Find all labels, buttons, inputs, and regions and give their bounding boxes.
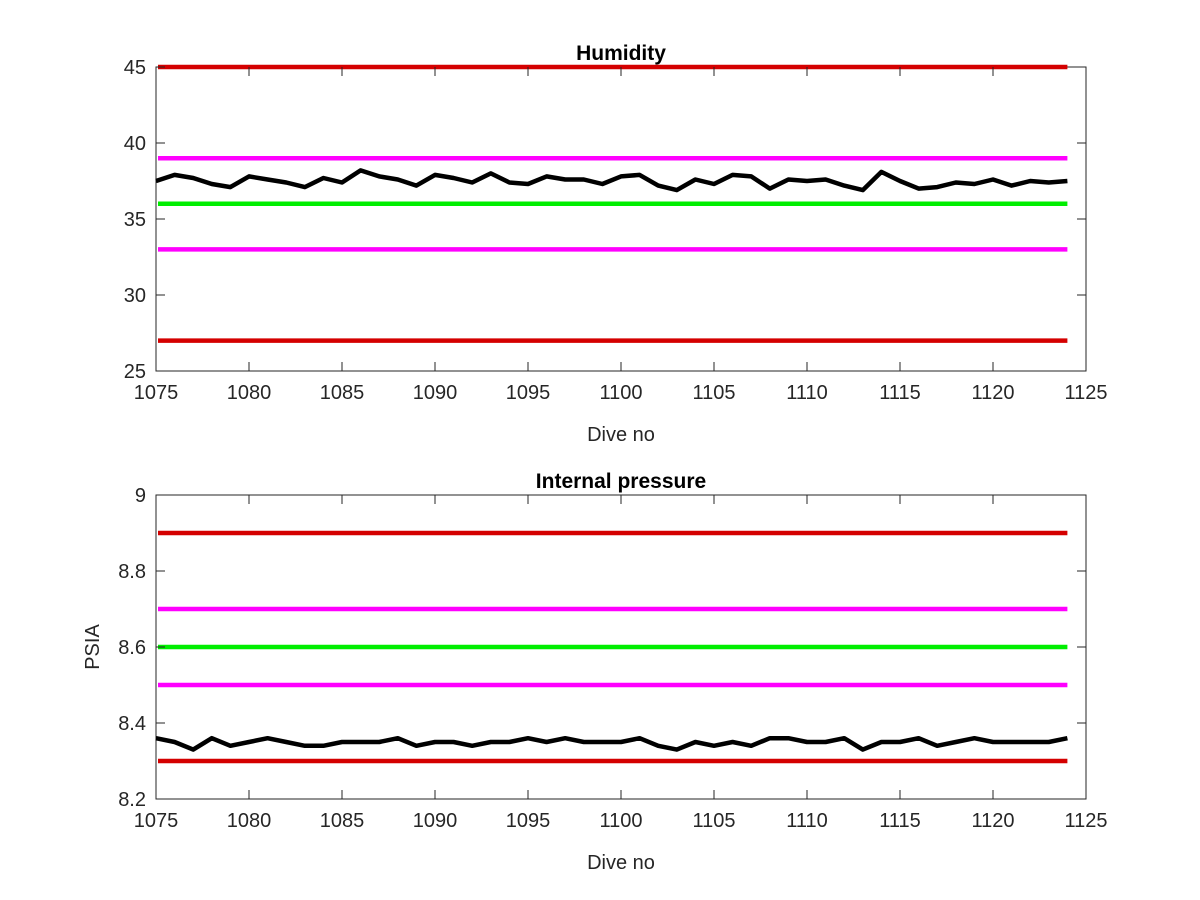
humidity-x-tick-label: 1110	[786, 382, 828, 404]
humidity-x-tick-label: 1125	[1064, 382, 1107, 404]
humidity-x-tick-label: 1100	[599, 382, 642, 404]
humidity-x-tick-label: 1095	[506, 382, 551, 404]
humidity-x-tick-label: 1115	[879, 382, 921, 404]
pressure-y-tick-label: 8.6	[118, 637, 146, 659]
humidity-chart: 1075 1080 1085 1090 1095 1100 1105 1110 1115 1120…	[124, 42, 1108, 446]
humidity-y-tick-label: 35	[124, 209, 146, 231]
humidity-y-tick-label: 45	[124, 57, 146, 79]
humidity-x-axis-label: Dive no	[587, 424, 655, 446]
pressure-title: Internal pressure	[536, 470, 706, 493]
humidity-plot-area	[155, 66, 1087, 372]
pressure-y-axis-label: PSIA	[82, 624, 104, 670]
pressure-x-tick-label: 1125	[1064, 810, 1107, 832]
pressure-x-tick-label: 1095	[506, 810, 551, 832]
humidity-x-tick-label: 1075	[134, 382, 179, 404]
pressure-x-tick-label: 1090	[413, 810, 458, 832]
humidity-y-tick-label: 25	[124, 361, 146, 383]
pressure-x-tick-label: 1080	[227, 810, 272, 832]
humidity-x-tick-label: 1085	[320, 382, 365, 404]
pressure-x-tick-label: 1085	[320, 810, 365, 832]
pressure-y-tick-label: 8.8	[118, 561, 146, 583]
pressure-y-tick-label: 8.2	[118, 789, 146, 811]
humidity-title: Humidity	[576, 42, 666, 65]
humidity-x-tick-label: 1080	[227, 382, 272, 404]
pressure-x-tick-label: 1100	[599, 810, 642, 832]
pressure-y-tick-label: 9	[135, 485, 146, 507]
humidity-x-tick-label: 1120	[971, 382, 1014, 404]
humidity-y-tick-label: 40	[124, 133, 146, 155]
humidity-x-tick-label: 1090	[413, 382, 458, 404]
pressure-x-tick-label: 1110	[786, 810, 828, 832]
pressure-x-tick-label: 1115	[879, 810, 921, 832]
pressure-x-axis-label: Dive no	[587, 852, 655, 874]
humidity-y-tick-label: 30	[124, 285, 146, 307]
pressure-x-tick-label: 1075	[134, 810, 179, 832]
humidity-x-tick-label: 1105	[692, 382, 735, 404]
humidity-series-line	[155, 168, 1068, 193]
pressure-x-tick-label: 1120	[971, 810, 1014, 832]
pressure-chart: 1075 1080 1085 1090 1095 1100 1105 1110 1115 1120…	[82, 470, 1108, 874]
pressure-y-tick-label: 8.4	[118, 713, 146, 735]
pressure-x-tick-label: 1105	[692, 810, 735, 832]
pressure-series-line	[155, 735, 1068, 752]
